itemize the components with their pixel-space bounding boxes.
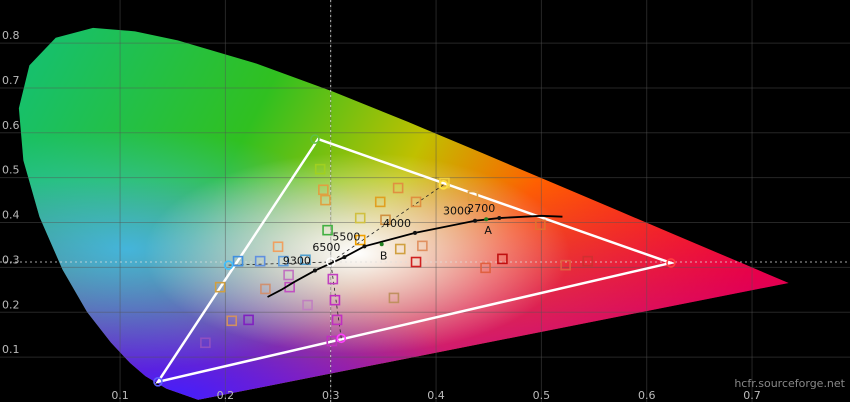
saturation-point xyxy=(200,337,211,349)
saturation-point xyxy=(283,269,294,281)
y-tick-label: 0.2 xyxy=(2,298,20,311)
saturation-point xyxy=(300,254,311,266)
saturation-point xyxy=(322,224,333,236)
saturation-point xyxy=(320,194,331,206)
illuminant-point xyxy=(484,217,489,222)
saturation-point xyxy=(331,314,343,326)
saturation-point xyxy=(260,283,271,295)
saturation-point xyxy=(410,196,422,208)
y-tick-label: 0.6 xyxy=(2,119,20,132)
saturation-point xyxy=(410,256,422,268)
saturation-point xyxy=(354,212,366,224)
watermark: hcfr.sourceforge.net xyxy=(734,377,845,390)
saturation-point xyxy=(480,262,491,274)
x-tick-label: 0.6 xyxy=(638,389,656,402)
measured-point xyxy=(310,134,320,144)
illuminant-label: A xyxy=(484,224,492,237)
saturation-point xyxy=(318,184,329,196)
saturation-point xyxy=(302,299,313,311)
x-tick-label: 0.7 xyxy=(743,389,761,402)
saturation-point xyxy=(467,190,479,202)
saturation-point xyxy=(354,234,366,246)
saturation-point xyxy=(392,182,404,194)
saturation-point xyxy=(380,214,391,226)
cct-label: 3000 xyxy=(443,205,471,218)
cct-label: 2700 xyxy=(467,202,495,215)
saturation-point xyxy=(327,273,339,285)
secondary-line xyxy=(330,261,342,339)
y-tick-label: 0.1 xyxy=(2,343,20,356)
saturation-point xyxy=(329,294,341,306)
saturation-point xyxy=(388,292,400,304)
saturation-point xyxy=(243,314,254,326)
saturation-point xyxy=(374,196,386,208)
cct-point xyxy=(412,230,417,235)
measured-point xyxy=(666,258,676,268)
saturation-point xyxy=(535,219,546,231)
y-tick-label: 0.8 xyxy=(2,29,20,42)
saturation-point xyxy=(582,255,594,267)
y-tick-label: 0.5 xyxy=(2,164,20,177)
saturation-point xyxy=(226,315,238,327)
cct-point xyxy=(342,255,347,260)
secondary-line xyxy=(330,184,444,263)
x-tick-label: 0.2 xyxy=(217,389,235,402)
x-tick-label: 0.5 xyxy=(533,389,551,402)
cct-point xyxy=(497,216,502,221)
x-tick-label: 0.1 xyxy=(111,389,129,402)
saturation-point xyxy=(278,255,289,267)
saturation-point xyxy=(314,163,326,175)
target-gamut xyxy=(155,137,676,384)
saturation-point xyxy=(272,241,284,253)
cct-point xyxy=(473,218,478,223)
saturation-point xyxy=(214,281,226,293)
cct-label: 4000 xyxy=(383,217,411,230)
cct-label: 6500 xyxy=(312,241,340,254)
illuminant-label: B xyxy=(380,249,388,262)
secondary-line xyxy=(228,261,331,266)
saturation-point xyxy=(497,253,508,265)
saturation-point xyxy=(326,335,338,347)
measured-point xyxy=(223,260,234,270)
cct-label: 9300 xyxy=(283,255,311,268)
saturation-point xyxy=(394,243,406,255)
saturation-point xyxy=(232,255,244,267)
white-point xyxy=(325,257,336,267)
measured-point xyxy=(438,180,449,190)
illuminant-point xyxy=(379,242,384,247)
measured-point xyxy=(153,377,163,387)
cct-point xyxy=(312,268,317,273)
y-tick-label: 0.4 xyxy=(2,209,20,222)
x-tick-label: 0.4 xyxy=(427,389,445,402)
y-tick-label: 0.3 xyxy=(2,253,20,266)
cct-point xyxy=(362,244,367,249)
saturation-point xyxy=(254,255,266,267)
saturation-point xyxy=(417,240,428,252)
cct-label: 5500 xyxy=(332,230,360,243)
saturation-point xyxy=(560,259,571,271)
y-tick-label: 0.7 xyxy=(2,74,20,87)
measured-point xyxy=(336,333,347,344)
